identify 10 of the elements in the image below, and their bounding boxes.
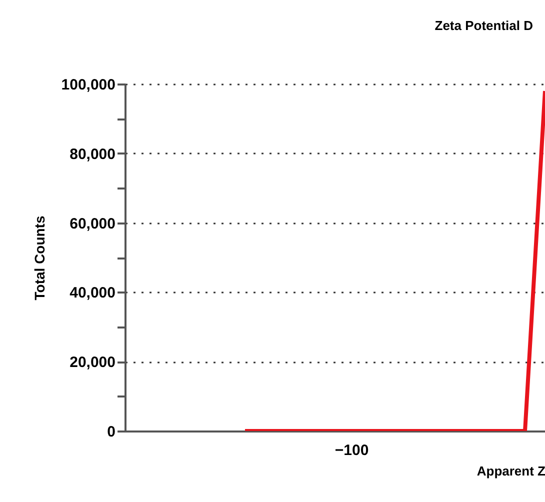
y-tick-label: 60,000 — [70, 215, 116, 232]
x-axis-title: Apparent Z — [476, 464, 545, 478]
y-tick-label: 40,000 — [70, 284, 116, 302]
y-tick-label: 0 — [107, 424, 116, 440]
y-axis-title: Total Counts — [31, 216, 48, 300]
y-tick-label: 80,000 — [70, 146, 116, 163]
y-tick-label: 100,000 — [61, 76, 116, 94]
text: −100 — [334, 442, 369, 459]
y-tick-label: 20,000 — [70, 354, 116, 372]
chart-title: Zeta Potential D — [434, 18, 533, 33]
